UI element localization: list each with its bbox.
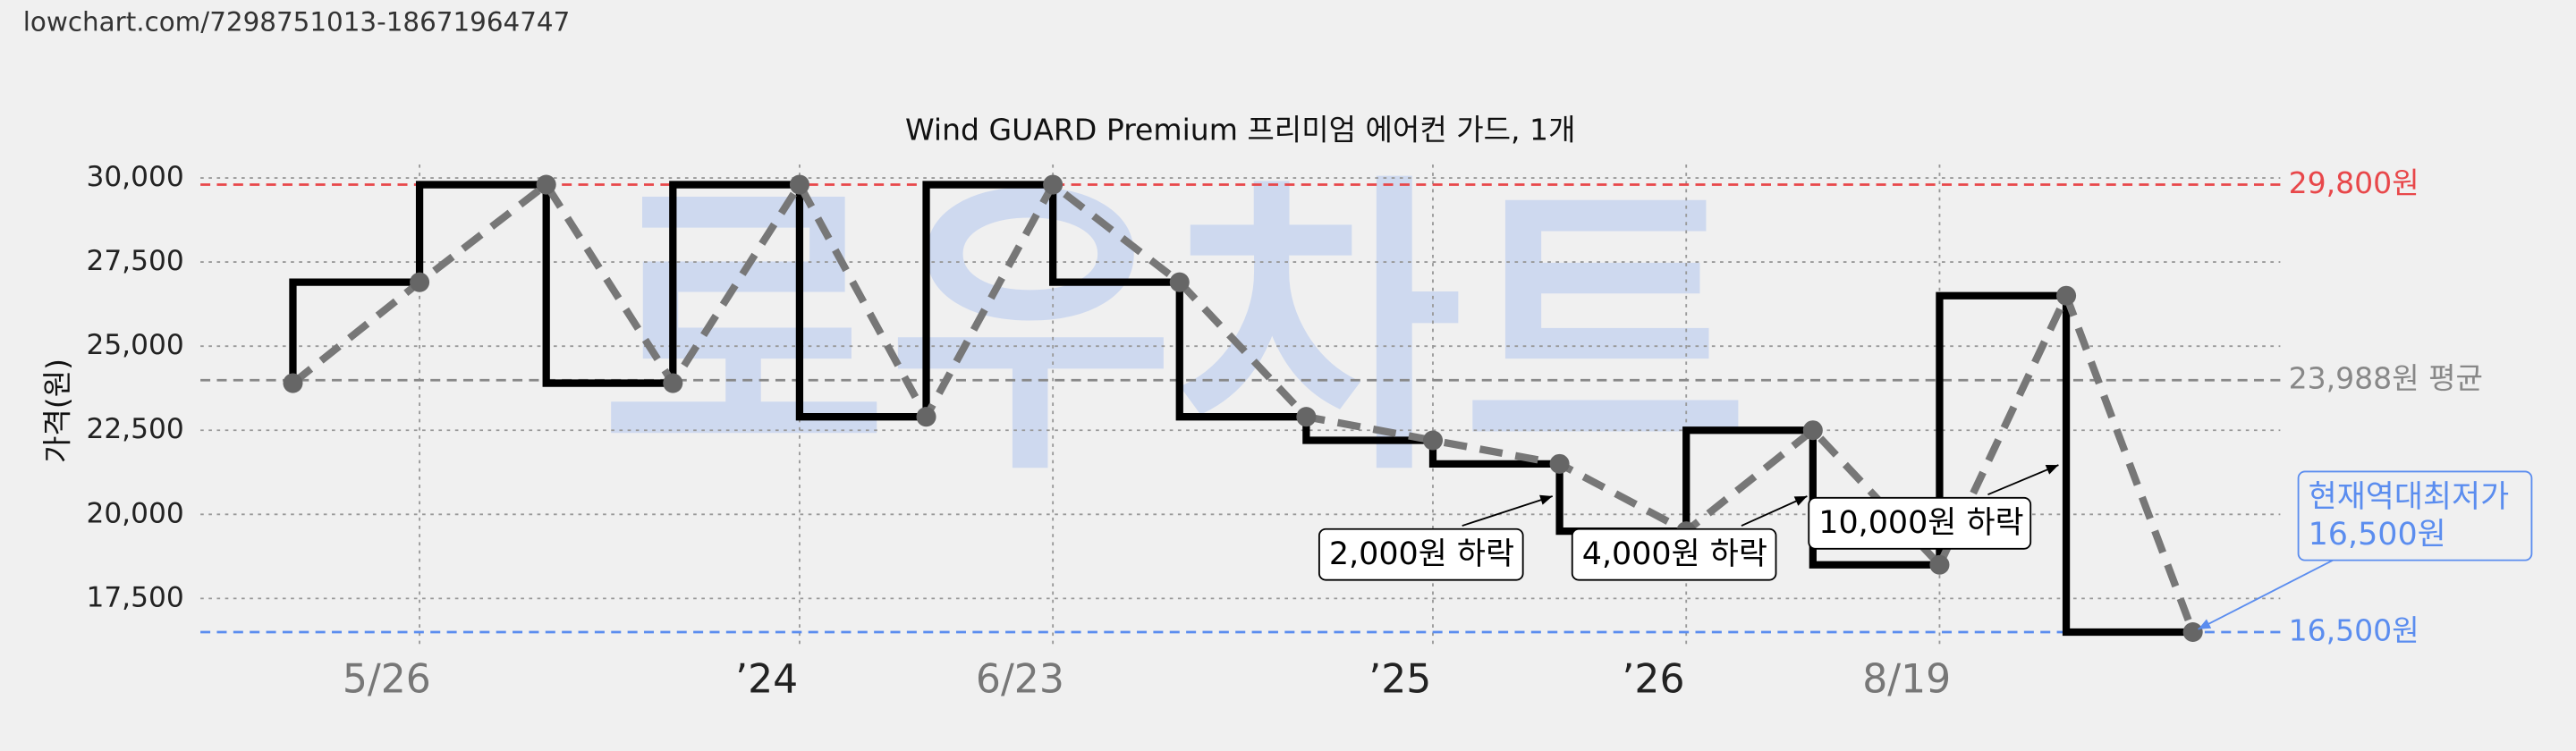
watermark: 로우차트	[600, 150, 1749, 513]
price-point	[1043, 174, 1063, 195]
y-tick-label: 30,000	[86, 161, 183, 193]
annotation-arrow	[1987, 464, 2059, 496]
price-point	[789, 174, 809, 195]
annotation-box	[1571, 527, 1777, 581]
annotation-arrow	[2198, 559, 2334, 630]
x-tick-label: ’26	[1622, 657, 1684, 703]
annotation: 10,000원 하락	[1808, 464, 2059, 550]
price-point	[2182, 621, 2203, 643]
arrow-head	[2045, 465, 2059, 475]
annotation-text: 현재역대최저가	[2309, 479, 2510, 515]
reference-label: 16,500원	[2289, 613, 2419, 648]
price-point	[663, 373, 683, 393]
x-tick-label: ’24	[735, 657, 798, 703]
reference-label: 29,800원	[2289, 165, 2419, 200]
price-point	[1929, 554, 1950, 575]
url: lowchart.com/7298751013-18671964747	[23, 7, 571, 38]
y-tick-label: 25,000	[86, 329, 183, 361]
annotation: 2,000원 하락	[1318, 494, 1553, 581]
annotation-text: 16,500원	[2309, 517, 2446, 553]
annotation-text: 4,000원 하락	[1582, 536, 1767, 572]
y-tick-label: 27,500	[86, 245, 183, 277]
arrow-head	[2198, 619, 2212, 629]
x-tick-label: 6/23	[976, 657, 1064, 703]
annotation-box	[2297, 470, 2533, 561]
x-tick-label: ’25	[1368, 657, 1431, 703]
annotation-box	[1808, 496, 2032, 550]
annotation-arrow	[1462, 495, 1553, 527]
chart-title: Wind GUARD Premium 프리미엄 에어컨 가드, 1개	[905, 113, 1576, 148]
price-point	[1422, 430, 1444, 451]
price-point	[283, 373, 303, 393]
price-point	[410, 272, 430, 292]
y-axis-label: 가격(원)	[40, 359, 75, 463]
arrow-head	[1793, 496, 1808, 506]
price-point	[2056, 285, 2077, 306]
annotation-box	[1318, 527, 1524, 581]
y-tick-label: 20,000	[86, 497, 183, 529]
step-line	[289, 181, 2193, 637]
price-point	[1802, 420, 1823, 441]
annotation-text: 10,000원 하락	[1818, 505, 2023, 541]
y-tick-label: 22,500	[86, 413, 183, 445]
price-point	[536, 174, 556, 195]
x-tick-label: 8/19	[1862, 657, 1951, 703]
arrow-head	[1539, 494, 1553, 505]
x-tick-label: 5/26	[343, 657, 431, 703]
price-point	[916, 407, 936, 427]
price-point	[1296, 407, 1317, 427]
annotation-text: 2,000원 하락	[1329, 536, 1514, 572]
price-point	[1549, 453, 1570, 474]
annotation: 4,000원 하락	[1571, 495, 1808, 581]
y-tick-label: 17,500	[86, 581, 183, 613]
price-point	[1169, 272, 1190, 292]
reference-label: 23,988원 평균	[2289, 361, 2483, 396]
